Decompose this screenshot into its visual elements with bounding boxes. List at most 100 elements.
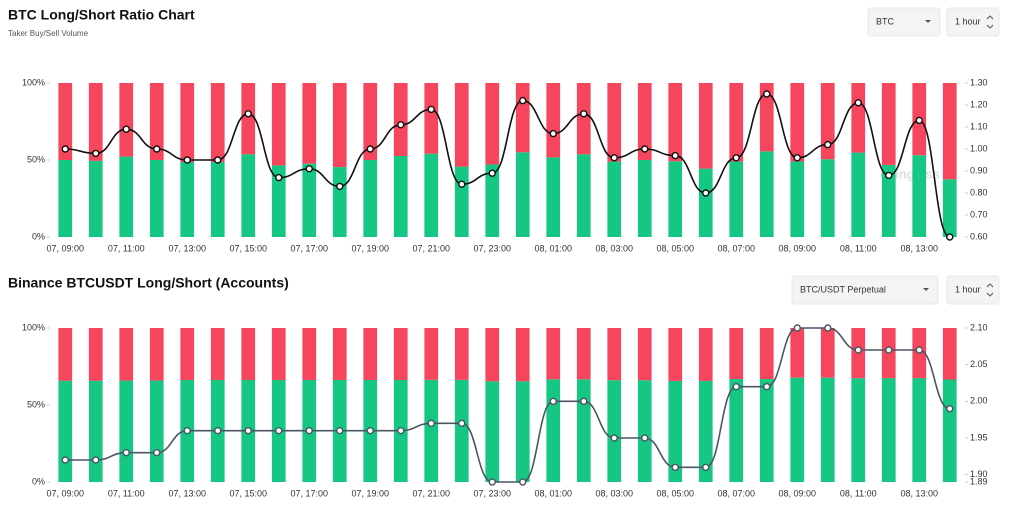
bar-segment	[546, 157, 561, 237]
ratio-point	[214, 426, 222, 435]
ratio-point	[915, 346, 923, 354]
x-tick-label: 07, 15:00	[229, 488, 267, 498]
bar-segment	[790, 377, 805, 482]
dropdown-label[interactable]: BTC/USDT Perpetual	[800, 284, 886, 294]
x-tick-label: 07, 17:00	[290, 243, 328, 253]
ratio-point	[702, 463, 710, 472]
dropdown[interactable]	[946, 275, 1000, 305]
dropdown-arrow[interactable]	[923, 288, 929, 291]
bar-segment	[820, 328, 835, 378]
x-tick-label: 07, 13:00	[168, 243, 206, 253]
ratio-point	[671, 151, 679, 160]
x-tick-label: 08, 13:00	[900, 243, 938, 253]
x-tick-label: 07, 09:00	[46, 243, 84, 253]
bar-segment	[759, 83, 774, 152]
ratio-point	[153, 448, 161, 457]
dropdown[interactable]	[867, 7, 941, 37]
ratio-point	[61, 456, 69, 464]
x-tick-label: 07, 11:00	[108, 243, 145, 253]
bar-segment	[393, 83, 408, 156]
bar-segment	[546, 328, 561, 380]
bar-segment	[698, 168, 713, 237]
x-tick-label: 08, 01:00	[534, 488, 572, 498]
x-tick-label: 07, 19:00	[351, 488, 389, 498]
ratio-point	[488, 478, 496, 486]
ratio-point	[641, 145, 649, 153]
dropdown[interactable]	[946, 7, 1000, 37]
bar-segment	[576, 328, 591, 380]
bar-segment	[454, 166, 469, 237]
bar-segment	[820, 83, 835, 160]
y2-tick-label: 1.00	[970, 143, 988, 153]
dropdown-arrow[interactable]	[986, 283, 994, 297]
bar-segment	[546, 83, 561, 158]
bar-segment	[363, 328, 378, 381]
y2-tick-label: 2.10	[970, 322, 988, 332]
dropdown[interactable]	[791, 275, 939, 305]
bar-segment	[88, 160, 103, 237]
ratio-point	[763, 382, 771, 391]
bar-segment	[271, 165, 286, 237]
bar-segment	[119, 328, 134, 381]
bar-segment	[515, 381, 530, 482]
bar-segment	[302, 83, 317, 164]
x-tick-label: 07, 15:00	[229, 243, 267, 253]
ratio-point	[183, 156, 191, 164]
bar-segment	[210, 83, 225, 163]
bar-segment	[881, 378, 896, 482]
ratio-point	[824, 140, 832, 149]
ratio-point	[92, 149, 100, 158]
bar-segment	[881, 83, 896, 165]
x-tick-label: 08, 09:00	[778, 488, 816, 498]
ratio-point	[641, 434, 649, 442]
bar-segment	[698, 380, 713, 482]
x-tick-label: 07, 17:00	[290, 488, 328, 498]
bar-segment	[515, 152, 530, 237]
x-tick-label: 07, 09:00	[46, 488, 84, 498]
chart-subtitle: Taker Buy/Sell Volume	[8, 29, 89, 38]
y2-tick-label: 0.80	[970, 187, 988, 197]
bar-segment	[790, 328, 805, 378]
ratio-point	[549, 397, 557, 406]
x-tick-label: 08, 11:00	[840, 243, 877, 253]
bar-segment	[332, 167, 347, 237]
y2-tick-label: 1.90	[970, 469, 988, 479]
ratio-point	[946, 404, 954, 413]
bar-segment	[271, 328, 286, 381]
ratio-point	[183, 426, 191, 435]
x-tick-label: 08, 03:00	[595, 488, 633, 498]
bar-segment	[119, 380, 134, 482]
bar-segment	[485, 164, 500, 237]
x-tick-label: 08, 13:00	[900, 488, 938, 498]
ratio-point	[885, 346, 893, 354]
bar-segment	[607, 161, 622, 237]
ratio-point	[854, 346, 862, 354]
dropdown-arrow[interactable]	[986, 15, 994, 29]
dropdown-label[interactable]: 1 hour	[955, 16, 981, 26]
bar-segment	[942, 379, 957, 482]
bar-segment	[576, 379, 591, 482]
ratio-point	[397, 426, 405, 435]
ratio-point	[488, 169, 496, 177]
y-tick-label: 50%	[27, 154, 45, 164]
y2-tick-label: 1.95	[970, 432, 988, 442]
x-tick-label: 08, 03:00	[595, 243, 633, 253]
bar-segment	[759, 378, 774, 482]
ratio-point	[275, 173, 283, 182]
ratio-point	[397, 121, 405, 129]
ratio-point	[458, 180, 466, 188]
bar-segment	[210, 162, 225, 237]
ratio-point	[122, 125, 130, 133]
dropdown-label[interactable]: 1 hour	[955, 284, 981, 294]
bar-segment	[942, 83, 957, 180]
ratio-point	[427, 419, 435, 428]
ratio-point	[732, 154, 740, 162]
dropdown-label[interactable]: BTC	[876, 16, 895, 26]
bar-segment	[149, 160, 164, 237]
x-tick-label: 08, 09:00	[778, 243, 816, 253]
bar-segment	[424, 379, 439, 482]
ratio-line	[65, 327, 951, 483]
chart-title: BTC Long/Short Ratio Chart	[8, 7, 195, 23]
dropdown-arrow[interactable]	[925, 20, 931, 23]
